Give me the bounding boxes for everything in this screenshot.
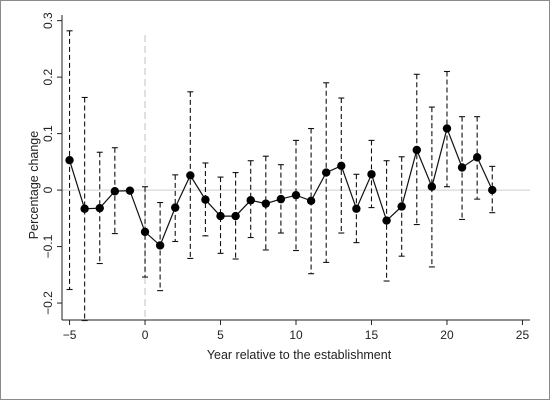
data-point: [246, 196, 255, 205]
data-point: [231, 211, 240, 221]
data-point: [397, 202, 406, 211]
data-point: [337, 161, 346, 171]
data-point: [80, 204, 89, 213]
data-point: [186, 171, 195, 180]
data-point: [201, 195, 210, 204]
data-point: [276, 194, 286, 204]
data-point: [457, 163, 467, 172]
data-point: [412, 145, 421, 155]
data-point: [216, 211, 225, 221]
data-point: [291, 190, 301, 200]
x-tick-label: 15: [365, 328, 379, 342]
data-point: [140, 227, 150, 237]
data-point: [155, 241, 165, 250]
x-tick-label: 25: [516, 328, 530, 342]
data-point: [427, 182, 437, 191]
x-tick-label: 5: [217, 328, 224, 342]
y-tick-label: 0.2: [41, 68, 55, 85]
y-tick-label: −0.2: [41, 291, 55, 315]
data-point: [472, 153, 482, 162]
data-point: [382, 216, 391, 225]
x-tick-label: 20: [440, 328, 454, 342]
data-point: [125, 186, 135, 195]
x-tick-label: −5: [63, 328, 77, 342]
y-tick-label: 0.3: [41, 12, 55, 29]
estimate-points: [65, 124, 497, 250]
reference-lines: [62, 35, 530, 320]
data-point: [306, 196, 316, 206]
x-tick-label: 10: [289, 328, 303, 342]
y-tick-label: −0.1: [41, 234, 55, 258]
data-point: [367, 170, 376, 179]
data-point: [261, 199, 271, 208]
y-axis-title: Percentage change: [27, 131, 41, 239]
confidence-intervals: [66, 30, 496, 322]
data-point: [442, 124, 452, 133]
data-point: [110, 187, 120, 196]
data-point: [488, 185, 497, 195]
y-tick-label: 0.1: [41, 125, 55, 142]
y-tick-label: 0: [41, 186, 55, 193]
data-point: [171, 203, 180, 212]
data-point: [321, 168, 331, 177]
x-tick-label: 0: [142, 328, 149, 342]
data-point: [352, 204, 361, 213]
data-point: [65, 155, 74, 165]
data-point: [95, 203, 104, 213]
x-axis-title: Year relative to the establishment: [207, 348, 392, 362]
axes: −5 0 5 10 15 20 25 −0.2 −0.1 0 0.1 0.2 0.3: [41, 12, 530, 342]
